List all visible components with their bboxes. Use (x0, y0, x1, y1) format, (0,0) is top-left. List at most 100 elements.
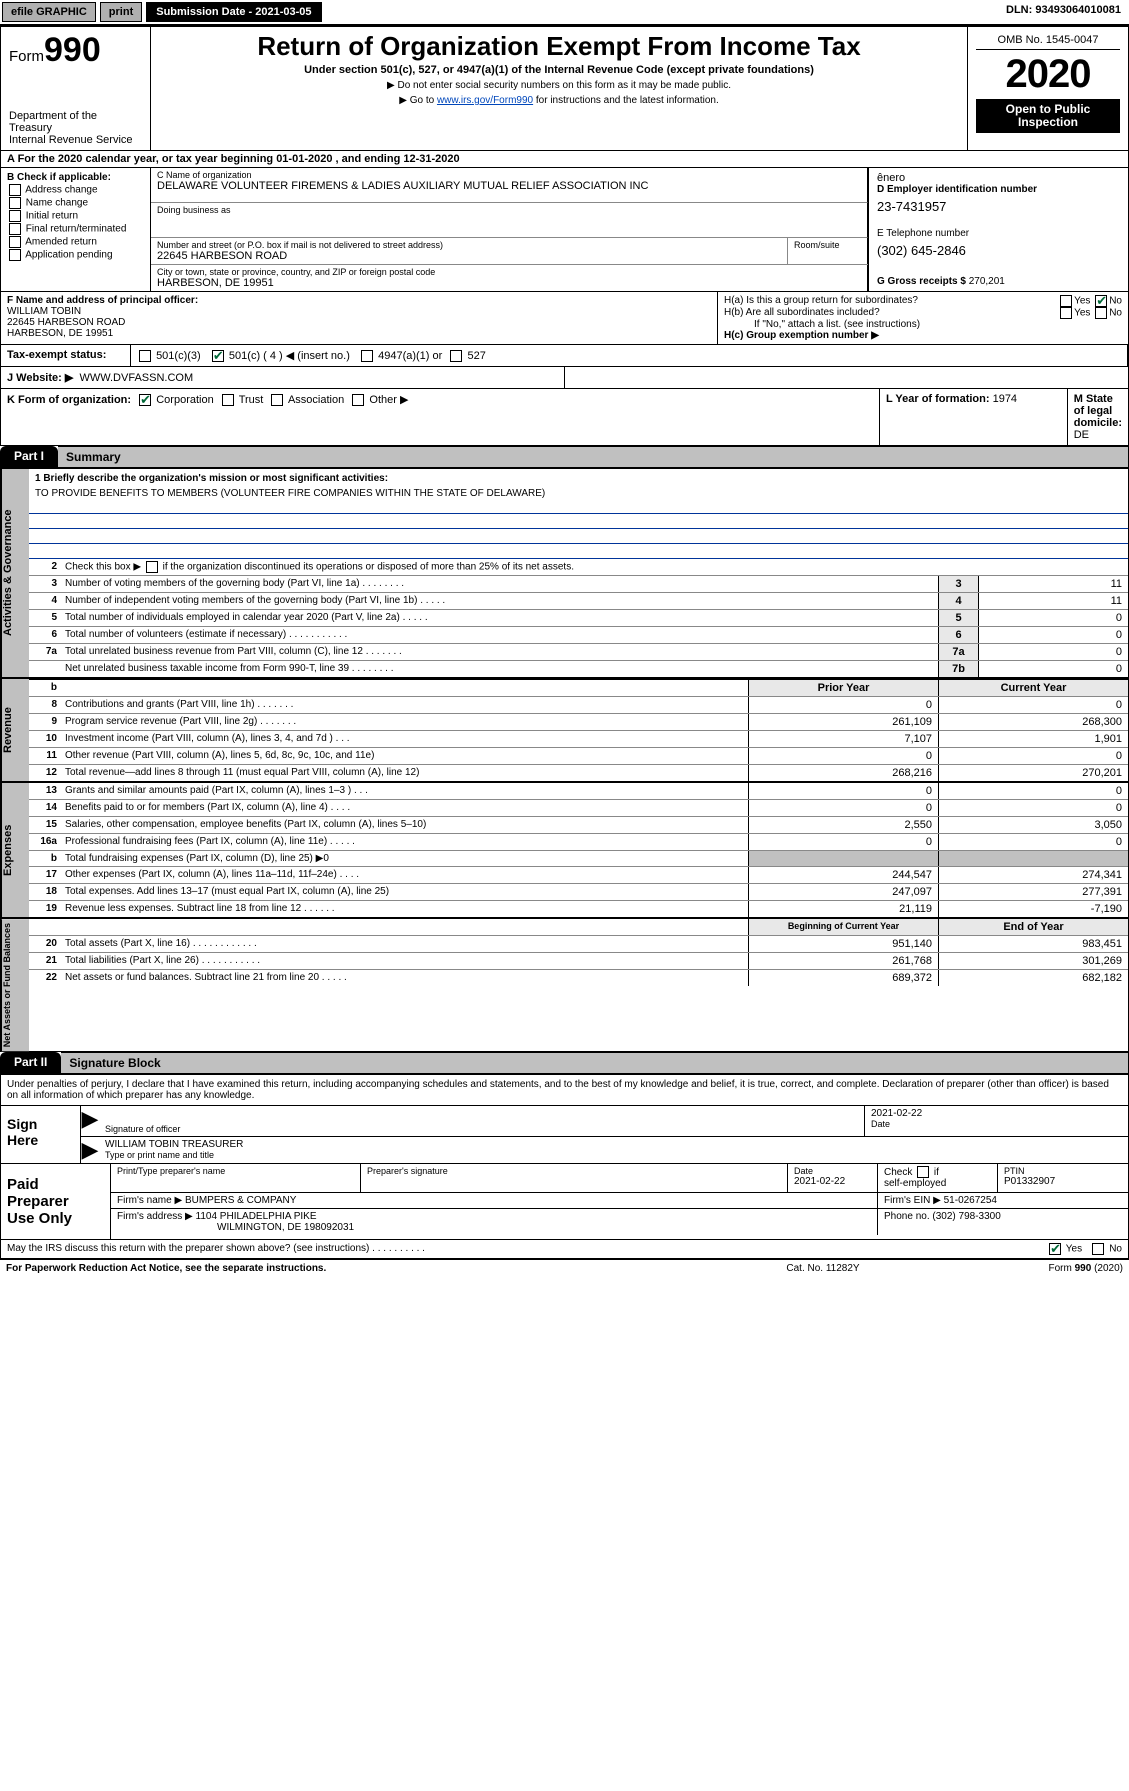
cb-final-return[interactable] (9, 223, 21, 235)
cb-corp[interactable] (139, 394, 151, 406)
submission-date: Submission Date - 2021-03-05 (146, 2, 321, 22)
line-klm-row: K Form of organization: Corporation Trus… (0, 389, 1129, 446)
gross-receipts: G Gross receipts $ 270,201 (877, 276, 1120, 287)
expense-row-15: 15Salaries, other compensation, employee… (29, 817, 1128, 834)
revenue-row-10: 10Investment income (Part VIII, column (… (29, 731, 1128, 748)
box-b: B Check if applicable: Address change Na… (1, 168, 151, 291)
summary-row-3: 3Number of voting members of the governi… (29, 576, 1128, 593)
revenue-header: b Prior Year Current Year (29, 679, 1128, 697)
cb-discuss-yes[interactable] (1049, 1243, 1061, 1255)
summary-row-4: 4Number of independent voting members of… (29, 593, 1128, 610)
netassets-section: Net Assets or Fund Balances Beginning of… (0, 918, 1129, 1052)
officer-group-row: F Name and address of principal officer:… (0, 292, 1129, 345)
summary-row-7b: Net unrelated business taxable income fr… (29, 661, 1128, 677)
cb-4947[interactable] (361, 350, 373, 362)
cb-self-employed[interactable] (917, 1166, 929, 1178)
firm-ein: 51-0267254 (944, 1195, 997, 1206)
sig-arrow-2: ▶ (81, 1137, 99, 1163)
line-a-tax-year: A For the 2020 calendar year, or tax yea… (0, 151, 1129, 168)
box-b-header: B Check if applicable: (7, 172, 111, 183)
eoy-hdr: End of Year (938, 919, 1128, 935)
firm-addr-label: Firm's address ▶ (117, 1211, 193, 1222)
box-c: C Name of organization DELAWARE VOLUNTEE… (151, 168, 868, 291)
paid-preparer-label: PaidPreparerUse Only (1, 1164, 111, 1239)
q1-label: 1 Briefly describe the organization's mi… (29, 469, 1128, 488)
sig-officer-label: Signature of officer (105, 1124, 858, 1134)
sig-date-label: Date (871, 1119, 1122, 1129)
omb-number: OMB No. 1545-0047 (976, 31, 1120, 50)
summary-row-6: 6Total number of volunteers (estimate if… (29, 627, 1128, 644)
cb-assoc[interactable] (271, 394, 283, 406)
officer-typed-label: Type or print name and title (105, 1150, 1122, 1160)
cb-hb-no[interactable] (1095, 307, 1107, 319)
officer-city: HARBESON, DE 19951 (7, 328, 113, 339)
lbl-trust: Trust (239, 394, 264, 406)
irs-link[interactable]: www.irs.gov/Form990 (437, 95, 533, 106)
tax-exempt-label: Tax-exempt status: (1, 345, 131, 366)
box-h: H(a) Is this a group return for subordin… (718, 292, 1128, 344)
lbl-final-return: Final return/terminated (26, 224, 127, 235)
cb-527[interactable] (450, 350, 462, 362)
cb-name-change[interactable] (9, 197, 21, 209)
cb-ha-yes[interactable] (1060, 295, 1072, 307)
cb-app-pending[interactable] (9, 249, 21, 261)
balance-header: Beginning of Current Year End of Year (29, 919, 1128, 936)
form-number: 990 (44, 31, 101, 69)
website-label: J Website: ▶ WWW.DVFASSN.COM (1, 367, 565, 388)
footer-cat: Cat. No. 11282Y (723, 1263, 923, 1274)
q2-row: 2 Check this box ▶ if the organization d… (29, 559, 1128, 576)
part2-tab: Part II (0, 1052, 61, 1074)
firm-phone-label: Phone no. (884, 1211, 930, 1222)
note-pre: ▶ Go to (399, 95, 437, 106)
cb-trust[interactable] (222, 394, 234, 406)
top-toolbar: efile GRAPHIC print Submission Date - 20… (0, 0, 1129, 26)
prior-year-hdr: Prior Year (748, 680, 938, 696)
hb-label: H(b) Are all subordinates included? (724, 307, 880, 319)
note-ssn: ▶ Do not enter social security numbers o… (159, 80, 959, 91)
officer-name: WILLIAM TOBIN (7, 306, 81, 317)
summary-row-5: 5Total number of individuals employed in… (29, 610, 1128, 627)
sign-here-block: SignHere ▶ Signature of officer 2021-02-… (0, 1105, 1129, 1164)
cb-ha-no[interactable] (1095, 295, 1107, 307)
mission-line-3 (29, 529, 1128, 544)
cb-discuss-no[interactable] (1092, 1243, 1104, 1255)
ha-no: No (1109, 296, 1122, 307)
cb-initial-return[interactable] (9, 210, 21, 222)
prep-name-label: Print/Type preparer's name (117, 1166, 354, 1176)
cb-hb-yes[interactable] (1060, 307, 1072, 319)
lbl-4947: 4947(a)(1) or (378, 350, 442, 362)
cb-501c3[interactable] (139, 350, 151, 362)
part2-title: Signature Block (61, 1052, 1129, 1074)
cb-discontinued[interactable] (146, 561, 158, 573)
ptin-value: P01332907 (1004, 1176, 1122, 1187)
cb-other[interactable] (352, 394, 364, 406)
city-value: HARBESON, DE 19951 (157, 277, 861, 289)
cb-amended[interactable] (9, 236, 21, 248)
paid-preparer-block: PaidPreparerUse Only Print/Type preparer… (0, 1164, 1129, 1240)
note-link-row: ▶ Go to www.irs.gov/Form990 for instruct… (159, 95, 959, 106)
print-button[interactable]: print (100, 2, 142, 22)
dba-label: Doing business as (157, 205, 861, 215)
revenue-row-8: 8Contributions and grants (Part VIII, li… (29, 697, 1128, 714)
vtab-governance: Activities & Governance (1, 469, 29, 677)
efile-button[interactable]: efile GRAPHIC (2, 2, 96, 22)
part2-header: Part II Signature Block (0, 1052, 1129, 1074)
revenue-section: Revenue b Prior Year Current Year 8Contr… (0, 678, 1129, 782)
box-f: F Name and address of principal officer:… (1, 292, 718, 344)
expense-row-b: bTotal fundraising expenses (Part IX, co… (29, 851, 1128, 867)
hb-note: If "No," attach a list. (see instruction… (724, 319, 1122, 330)
expense-row-19: 19Revenue less expenses. Subtract line 1… (29, 901, 1128, 917)
expense-row-14: 14Benefits paid to or for members (Part … (29, 800, 1128, 817)
page-footer: For Paperwork Reduction Act Notice, see … (0, 1259, 1129, 1277)
cb-address-change[interactable] (9, 184, 21, 196)
website-value: WWW.DVFASSN.COM (79, 372, 193, 384)
revenue-row-9: 9Program service revenue (Part VIII, lin… (29, 714, 1128, 731)
state-domicile: M State of legal domicile: DE (1068, 389, 1128, 445)
ha-yes: Yes (1074, 296, 1090, 307)
dln-label: DLN: 93493064010081 (998, 0, 1129, 24)
expenses-section: Expenses 13Grants and similar amounts pa… (0, 782, 1129, 918)
summary-row-7a: 7aTotal unrelated business revenue from … (29, 644, 1128, 661)
form-header: Form990 Department of the Treasury Inter… (0, 26, 1129, 151)
cb-501c[interactable] (212, 350, 224, 362)
open-to-public: Open to Public Inspection (976, 99, 1120, 133)
